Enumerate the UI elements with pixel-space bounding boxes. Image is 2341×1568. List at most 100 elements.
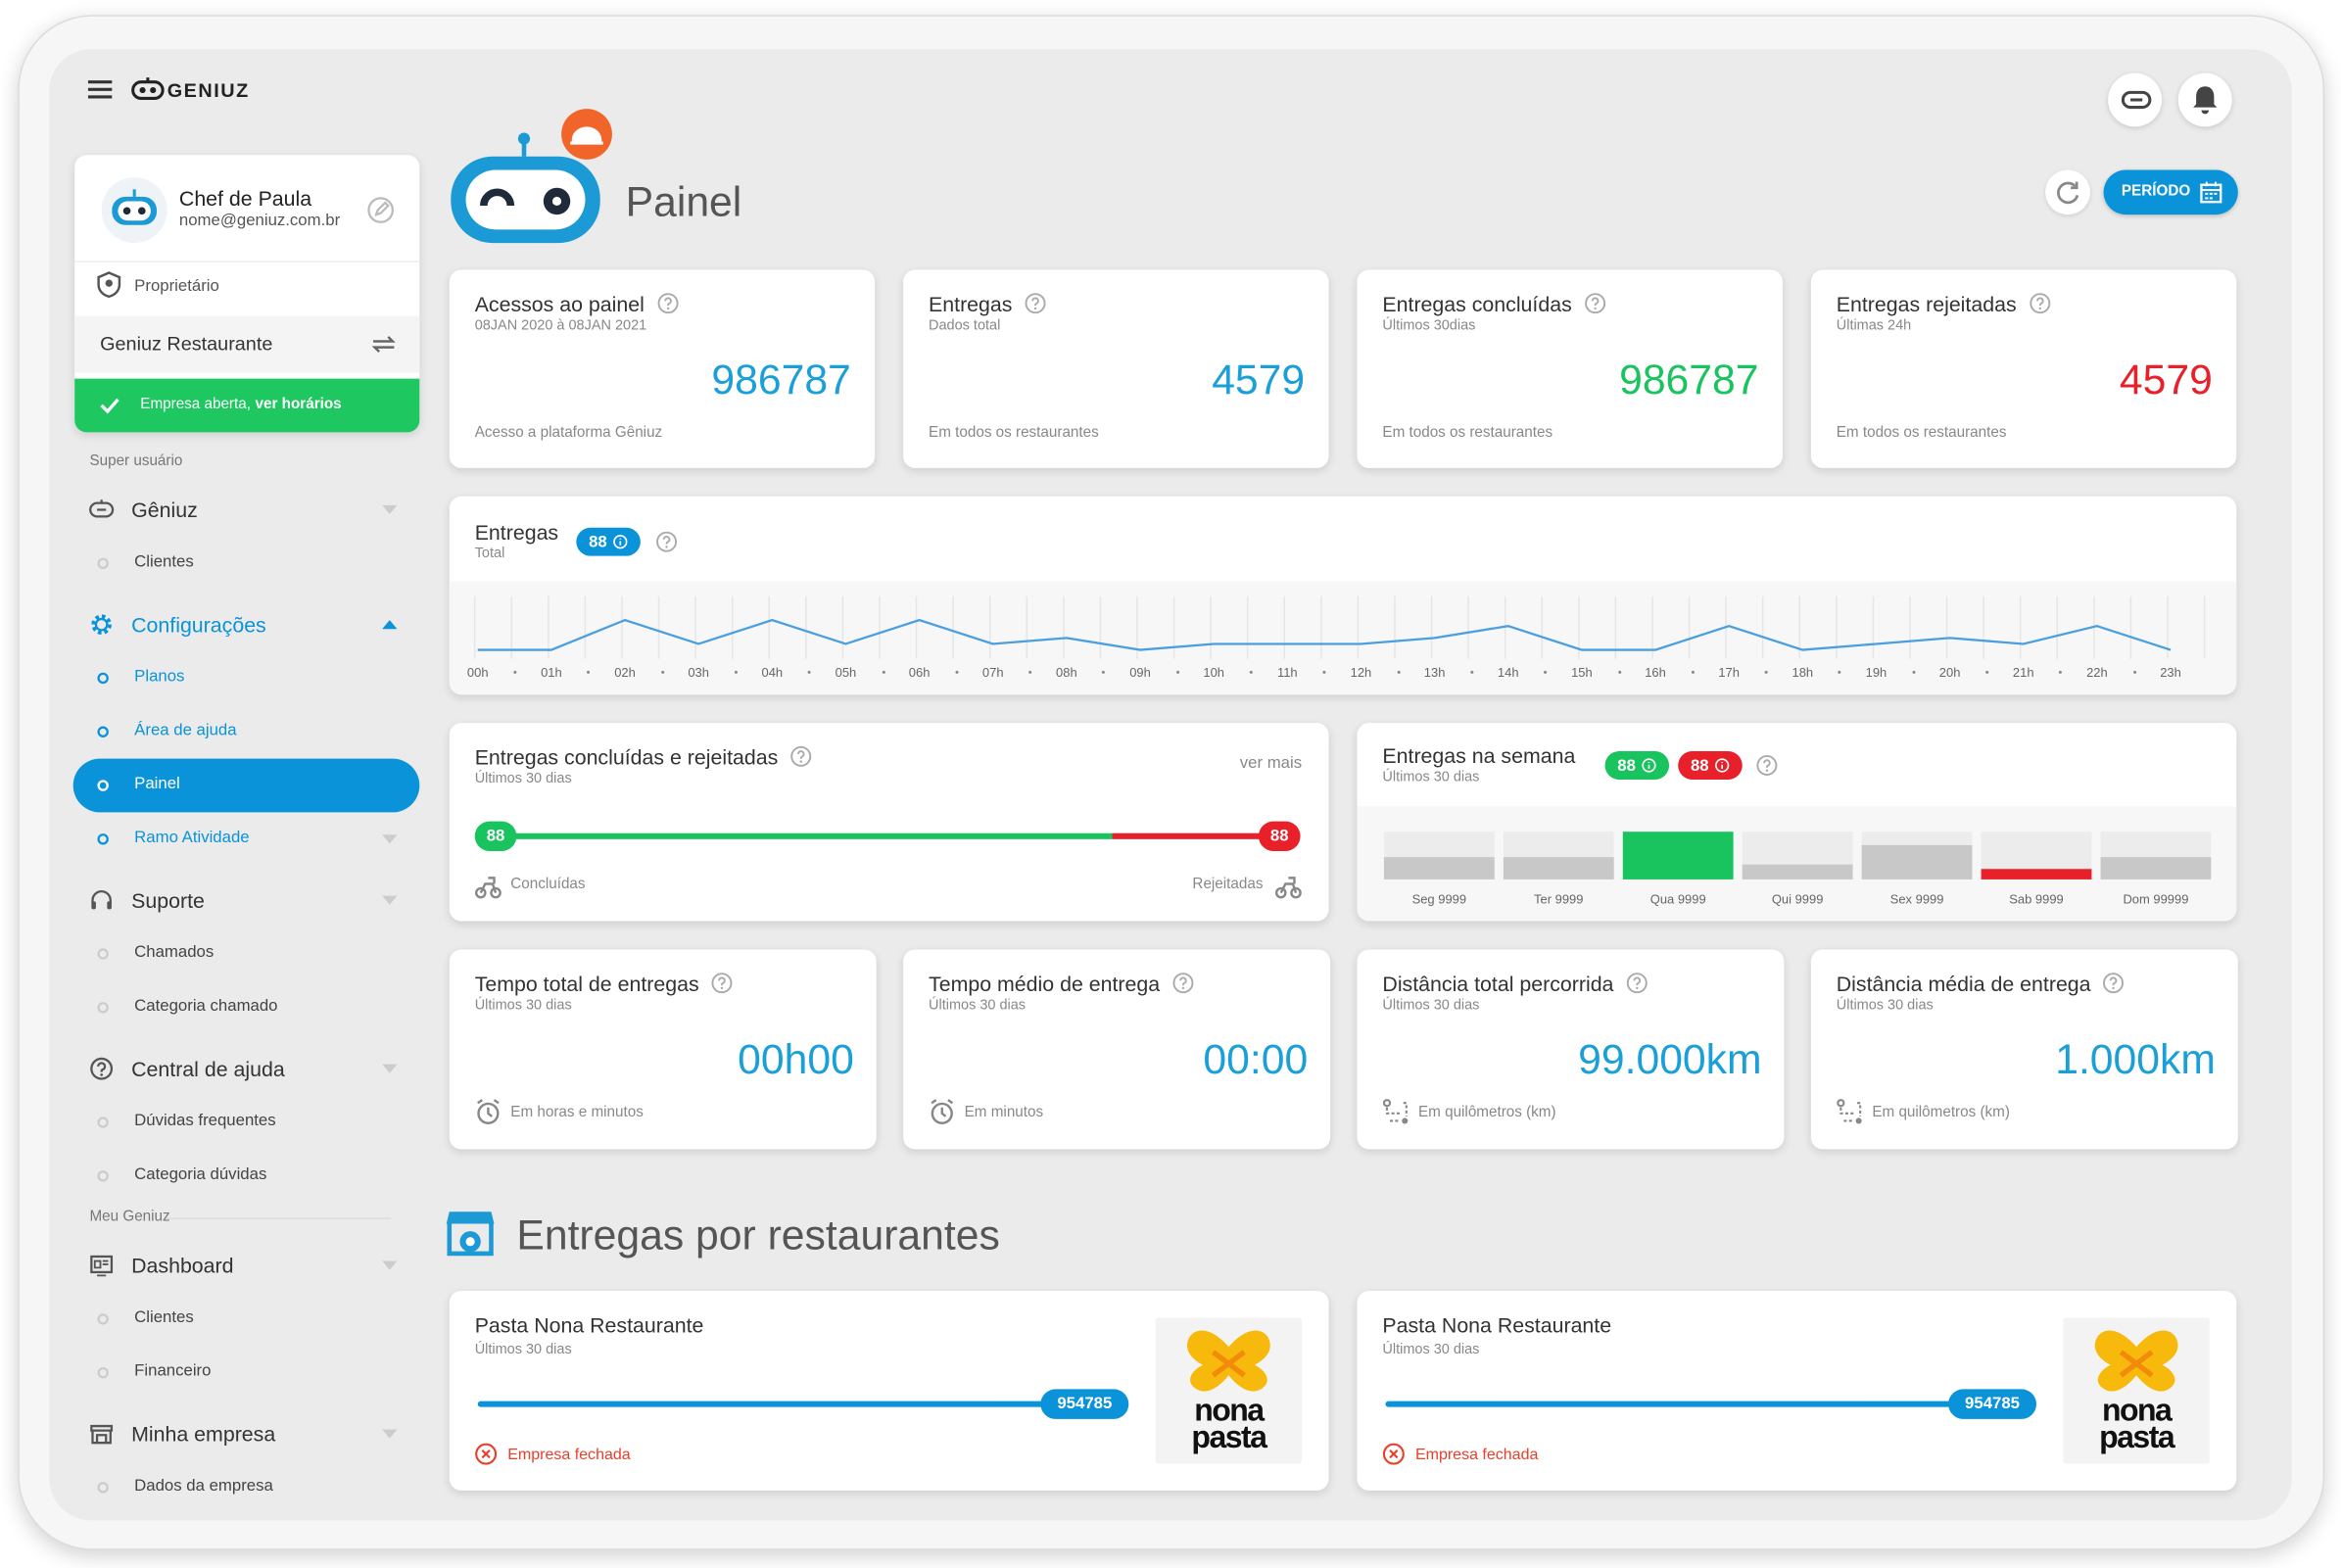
card-footer: Em minutos [964,1104,1044,1121]
see-more-link[interactable]: ver mais [1239,754,1303,773]
bar [1383,857,1495,879]
bullet [97,1002,109,1014]
period-button[interactable]: PERÍODO [2103,169,2238,215]
help-icon[interactable] [1171,972,1194,994]
up-badge: 88 [1604,751,1670,780]
status-bar: Empresa aberta, ver horários [74,378,420,433]
bullet [97,1170,109,1182]
card-value: 986787 [711,356,851,404]
profile-card: Chef de Paula nome@geniuz.com.br Proprietá… [74,155,420,433]
deliveries-chart-card: Entregas Total 88 00h 01h 02h 03h 04h 05h 06h 07h 0… [449,496,2237,695]
card-footer: Em horas e minutos [510,1104,644,1121]
help-icon[interactable] [1584,292,1606,314]
badge-value: 88 [1690,756,1709,775]
card-title: Entregas rejeitadas [1837,292,2051,317]
refresh-button[interactable] [2045,169,2090,215]
stat-card: Entregas Dados total 4579 Em todos os resta… [903,269,1329,468]
section-label: Super usuário [89,452,183,470]
menu-group[interactable]: Suporte [131,887,205,912]
help-icon[interactable] [2029,292,2051,314]
menu-item[interactable]: Clientes [134,1308,194,1328]
bar-label: Seg 9999 [1411,890,1467,907]
card-subtitle: Dados total [929,317,1001,335]
tick-dot [1985,670,1989,674]
menu-item[interactable]: Área de ajuda [134,722,237,740]
role-icon [97,271,121,299]
help-icon[interactable] [2103,972,2126,994]
x-tick-label: 14h [1497,664,1519,680]
bullet [97,780,109,791]
restaurant-selector[interactable] [74,315,420,373]
badge-icon [1641,758,1656,773]
menu-item[interactable]: Ramo Atividade [134,829,250,848]
logo-pasta [1187,1330,1270,1392]
help-icon[interactable] [1025,292,1047,314]
line-chart [473,595,2206,659]
menu-group[interactable]: Dashboard [131,1253,234,1277]
menu-item[interactable]: Chamados [134,943,215,963]
menu-item[interactable]: Dados da empresa [134,1477,273,1497]
tick-dot [1764,670,1768,674]
menu-item[interactable]: Clientes [134,553,194,572]
badge-icon [612,535,627,549]
restaurant-status: Empresa fechada [507,1445,631,1464]
menu-item[interactable]: Categoria chamado [134,997,278,1017]
card-footer: Em quilômetros (km) [1872,1104,2010,1121]
menu-item[interactable]: Planos [134,668,185,687]
bullet [97,672,109,685]
help-icon[interactable] [1626,972,1648,994]
tick-dot [1470,670,1474,674]
x-tick-label: 06h [908,664,931,680]
menu-item[interactable]: Dúvidas frequentes [134,1112,276,1131]
help-icon[interactable] [711,972,734,994]
x-tick-label: 05h [835,664,857,680]
chevron [382,1429,398,1439]
bar [2100,857,2212,879]
menu-group[interactable]: Gêniuz [131,497,198,522]
divider [74,261,420,262]
switch-icon [371,336,396,354]
menu-icon [91,889,112,910]
menu-button[interactable] [86,79,113,100]
completed-bar [496,832,1113,839]
menu-item[interactable]: Financeiro [134,1362,212,1381]
menu-group[interactable]: Minha empresa [131,1421,276,1446]
x-tick-label: 17h [1718,664,1740,680]
bar [1503,857,1614,879]
footer-icon [1382,1099,1409,1124]
menu-item[interactable]: Painel [134,775,180,794]
tick-dot [1175,670,1179,674]
chart-subtitle: Total [474,546,505,563]
menu-group[interactable]: Central de ajuda [131,1056,285,1080]
menu-group[interactable]: Configurações [131,611,266,637]
tick-dot [1912,670,1916,674]
help-icon[interactable] [789,744,812,767]
completed-badge: 88 [474,821,517,852]
chevron [382,1260,398,1270]
bar-label: Qui 9999 [1771,890,1824,907]
card-footer: Em todos os restaurantes [1382,424,1553,442]
menu-icon [90,1255,114,1277]
mascot [451,109,612,244]
tick-dot [734,670,738,674]
down-badge: 88 [1678,751,1743,780]
badge-value: 88 [589,533,607,551]
badge-value: 88 [1617,756,1636,775]
selected-item-bg [72,758,420,813]
card-title: Distância total percorrida [1382,972,1648,997]
bullet [97,1313,109,1325]
user-email: nome@geniuz.com.br [178,212,341,230]
card-title: Tempo total de entregas [475,972,734,997]
tick-dot [955,670,959,674]
help-icon[interactable] [656,292,679,314]
menu-icon [90,1057,114,1080]
restaurant-logo: nona pasta [1155,1317,1303,1464]
status-link[interactable]: ver horários [255,396,342,413]
restaurant-card: Pasta Nona Restaurante Últimos 30 dias 954… [1357,1290,2237,1491]
menu-item[interactable]: Categoria dúvidas [134,1165,267,1184]
badge-value: 954785 [1057,1395,1113,1413]
closed-icon [475,1443,498,1465]
chevron [382,620,398,630]
tick-dot [1102,670,1106,674]
